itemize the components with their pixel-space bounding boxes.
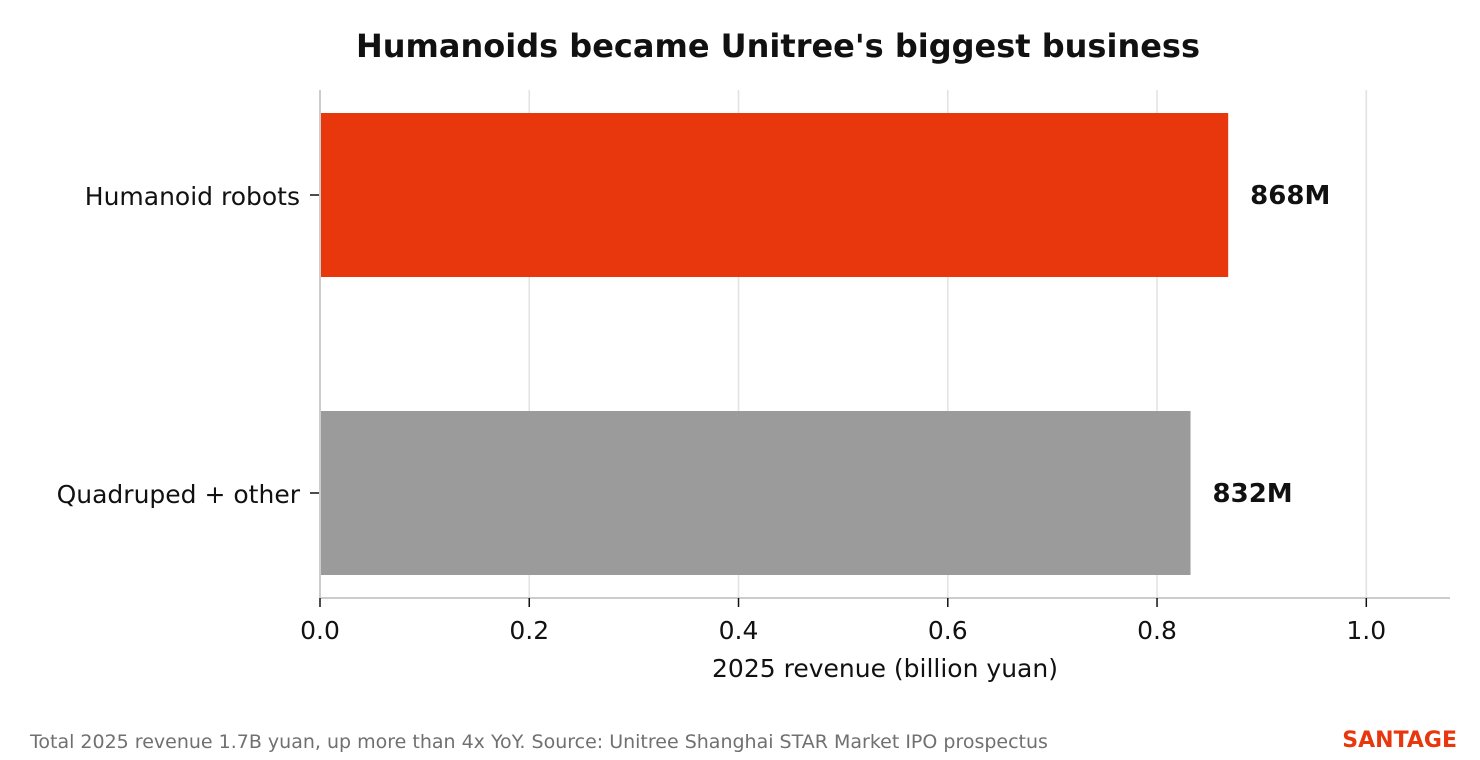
axes — [310, 90, 1450, 607]
x-tick-label-3: 0.6 — [928, 616, 968, 645]
x-tick-label-2: 0.4 — [719, 616, 759, 645]
value-label-1: 832M — [1213, 479, 1293, 509]
x-tick-label-0: 0.0 — [300, 616, 340, 645]
bar-quadruped-other — [320, 411, 1191, 575]
value-label-0: 868M — [1250, 181, 1330, 211]
bar-humanoid-robots — [320, 113, 1229, 277]
bars — [320, 113, 1229, 575]
x-tick-label-5: 1.0 — [1346, 616, 1386, 645]
x-tick-label-1: 0.2 — [509, 616, 549, 645]
x-axis-label: 2025 revenue (billion yuan) — [712, 654, 1058, 683]
brand-logo-text: SANTAGE — [1342, 728, 1457, 753]
footer-source-note: Total 2025 revenue 1.7B yuan, up more th… — [30, 731, 1048, 753]
y-tick-label-0: Humanoid robots — [85, 182, 300, 211]
x-tick-label-4: 0.8 — [1137, 616, 1177, 645]
y-tick-label-1: Quadruped + other — [57, 480, 301, 509]
chart-title: Humanoids became Unitree's biggest busin… — [356, 27, 1200, 65]
labels: 868M Humanoid robots 832M Quadruped + other… — [57, 181, 1387, 645]
